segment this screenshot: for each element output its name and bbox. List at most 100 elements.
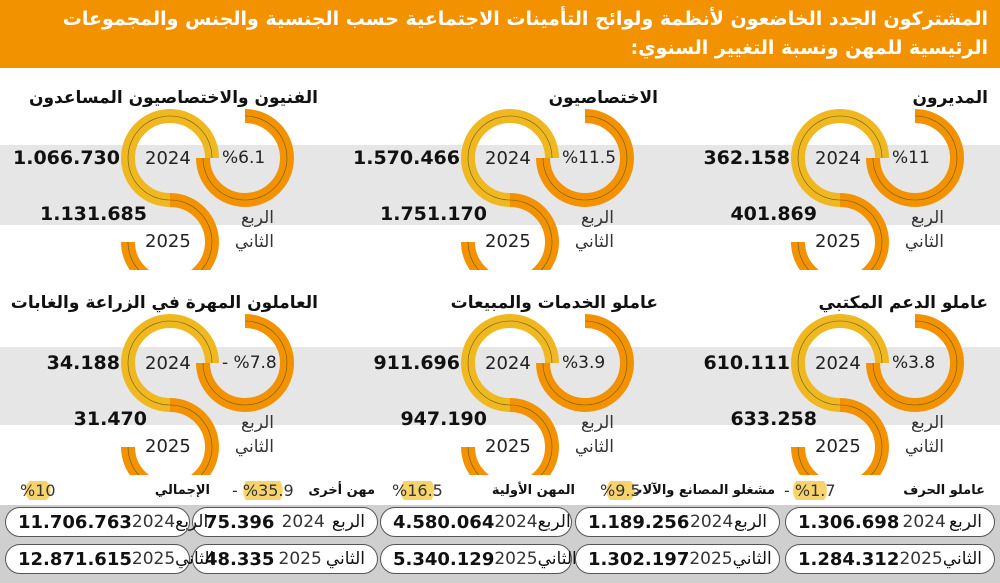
value-2024: 911.696 [373, 352, 460, 374]
occupation-panel: الفنيون والاختصاصيون المساعدون 1.066.730… [10, 80, 330, 270]
year-label: 2025 [689, 549, 733, 569]
panel-title: المديرون [912, 88, 988, 108]
quarter-line: الربع [580, 413, 614, 433]
value-2025: 1.751.170 [380, 203, 487, 225]
quarter-line: الربع [580, 208, 614, 228]
percent-value: - %35.9 [230, 481, 296, 500]
quarter-label: الثاني [537, 549, 577, 569]
value-2024: 11.706.763 [18, 511, 132, 533]
category-title: المهن الأولية [491, 483, 575, 498]
year-label: 2024 [131, 512, 176, 532]
quarter-label: الثاني [175, 549, 215, 569]
value-pill-2025: 5.340.129 2025 الثاني [380, 544, 577, 574]
year-label: 2024 [902, 512, 946, 532]
value-2024: 610.111 [703, 352, 790, 374]
ring-graphic [121, 314, 294, 475]
year-2025-label: 2025 [485, 436, 531, 457]
quarter-label: الربع [733, 512, 767, 532]
quarter-line: الثاني [904, 232, 944, 252]
occupation-panel: العاملون المهرة في الزراعة والغابات 34.1… [10, 285, 330, 475]
quarter-line: الربع [910, 413, 944, 433]
occupation-panel: عاملو الخدمات والمبيعات 911.696 947.190 … [350, 285, 670, 475]
change-percent: %11.5 [562, 148, 617, 168]
value-2025: 401.869 [730, 203, 817, 225]
value-2024: 1.066.730 [13, 147, 120, 169]
change-percent: %10 [18, 481, 58, 500]
value-pill-2025: 12.871.615 2025 الثاني [5, 544, 214, 574]
quarter-line: الربع [910, 208, 944, 228]
year-2024-label: 2024 [145, 353, 191, 374]
quarter-label: الربع [331, 512, 365, 532]
value-pill-2024: 11.706.763 2024 الربع [5, 507, 208, 537]
band [0, 347, 1000, 425]
quarter-label: الربع الثاني [564, 206, 614, 254]
value-2024: 4.580.064 [393, 511, 495, 533]
value-pill-2024: 1.189.256 2024 الربع [575, 507, 780, 537]
panel-title: عاملو الدعم المكتبي [818, 293, 988, 313]
value-2024: 34.188 [46, 352, 120, 374]
value-pill-2024: 4.580.064 2024 الربع [380, 507, 572, 537]
quarter-line: الثاني [904, 437, 944, 457]
value-2025: 947.190 [400, 408, 487, 430]
year-label: 2024 [690, 512, 734, 532]
change-percent: - %35.9 [230, 481, 296, 500]
year-2025-label: 2025 [815, 436, 861, 457]
quarter-label: الثاني [942, 549, 982, 569]
value-pill-2024: 1.306.698 2024 الربع [785, 507, 995, 537]
change-percent: %11 [892, 148, 930, 168]
percent-value: - %1.7 [782, 481, 838, 500]
value-2024: 1.570.466 [353, 147, 460, 169]
value-2025: 1.284.312 [798, 548, 900, 570]
quarter-label: الربع الثاني [894, 411, 944, 459]
quarter-line: الربع [240, 413, 274, 433]
category-title: عاملو الحرف [903, 483, 985, 498]
change-percent: %6.1 [222, 148, 266, 168]
quarter-label: الربع الثاني [224, 206, 274, 254]
year-2025-label: 2025 [485, 231, 531, 252]
year-label: 2025 [494, 549, 538, 569]
value-2025: 12.871.615 [18, 548, 132, 570]
ring-graphic [791, 314, 964, 475]
value-2025: 1.131.685 [40, 203, 147, 225]
quarter-label: الثاني [732, 549, 772, 569]
year-2024-label: 2024 [815, 353, 861, 374]
change-percent: - %7.8 [222, 353, 277, 373]
value-2024: 75.396 [205, 511, 275, 533]
change-percent: %3.8 [892, 353, 936, 373]
category-title: الإجمالي [154, 483, 210, 498]
value-2025: 1.302.197 [588, 548, 690, 570]
year-2024-label: 2024 [485, 148, 531, 169]
category-title: مشغلو المصانع والآلات [629, 483, 775, 498]
value-2024: 362.158 [703, 147, 790, 169]
year-2024-label: 2024 [145, 148, 191, 169]
year-2025-label: 2025 [145, 436, 191, 457]
quarter-label: الربع الثاني [894, 206, 944, 254]
occupation-panel: عاملو الدعم المكتبي 610.111 633.258 2024… [680, 285, 1000, 475]
change-percent: %3.9 [562, 353, 606, 373]
change-percent: - %1.7 [782, 481, 838, 500]
page-title: المشتركون الجدد الخاضعون لأنظمة ولوائح ا… [0, 0, 1000, 68]
percent-value: %16.5 [390, 481, 445, 500]
year-label: 2024 [494, 512, 538, 532]
quarter-label: الربع الثاني [564, 411, 614, 459]
ring-graphic [121, 109, 294, 270]
year-2025-label: 2025 [815, 231, 861, 252]
quarter-line: الثاني [574, 437, 614, 457]
quarter-label: الربع الثاني [224, 411, 274, 459]
year-2024-label: 2024 [485, 353, 531, 374]
value-2025: 31.470 [73, 408, 147, 430]
quarter-label: الربع [948, 512, 982, 532]
panel-title: العاملون المهرة في الزراعة والغابات [10, 293, 318, 313]
panel-title: الفنيون والاختصاصيون المساعدون [28, 88, 318, 108]
percent-value: %9.5 [598, 481, 643, 500]
value-2024: 1.189.256 [588, 511, 690, 533]
quarter-line: الربع [240, 208, 274, 228]
quarter-label: الربع [175, 512, 209, 532]
category-title: مهن أخرى [308, 483, 375, 498]
change-percent: %9.5 [598, 481, 643, 500]
panel-title: الاختصاصيون [548, 88, 658, 108]
change-percent: %16.5 [390, 481, 445, 500]
percent-value: %10 [18, 481, 58, 500]
panel-title: عاملو الخدمات والمبيعات [450, 293, 658, 313]
quarter-label: الثاني [325, 549, 365, 569]
